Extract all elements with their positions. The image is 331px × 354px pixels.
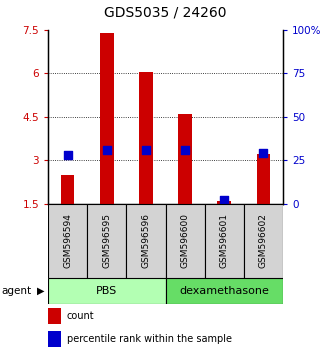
Text: count: count — [67, 311, 94, 321]
Point — [222, 197, 227, 203]
Text: GSM596602: GSM596602 — [259, 213, 268, 268]
Bar — [166, 278, 283, 304]
Point — [261, 150, 266, 156]
Bar — [166, 204, 205, 278]
Bar — [100, 33, 114, 204]
Text: GSM596594: GSM596594 — [63, 213, 72, 268]
Bar — [48, 331, 61, 347]
Bar — [48, 204, 87, 278]
Bar — [87, 204, 126, 278]
Bar — [139, 72, 153, 204]
Text: GDS5035 / 24260: GDS5035 / 24260 — [104, 5, 227, 19]
Text: GSM596600: GSM596600 — [181, 213, 190, 268]
Bar — [257, 154, 270, 204]
Bar — [126, 204, 166, 278]
Text: agent: agent — [2, 286, 32, 296]
Point — [182, 147, 188, 153]
Bar — [217, 201, 231, 204]
Bar — [48, 308, 61, 324]
Text: GSM596596: GSM596596 — [141, 213, 150, 268]
Bar — [178, 114, 192, 204]
Bar — [48, 278, 166, 304]
Text: PBS: PBS — [96, 286, 118, 296]
Text: GSM596595: GSM596595 — [102, 213, 111, 268]
Text: dexamethasone: dexamethasone — [179, 286, 269, 296]
Point — [104, 147, 109, 153]
Text: ▶: ▶ — [37, 286, 45, 296]
Point — [65, 152, 70, 158]
Bar — [205, 204, 244, 278]
Text: GSM596601: GSM596601 — [220, 213, 229, 268]
Point — [143, 147, 149, 153]
Text: percentile rank within the sample: percentile rank within the sample — [67, 334, 232, 344]
Bar — [61, 175, 74, 204]
Bar — [244, 204, 283, 278]
